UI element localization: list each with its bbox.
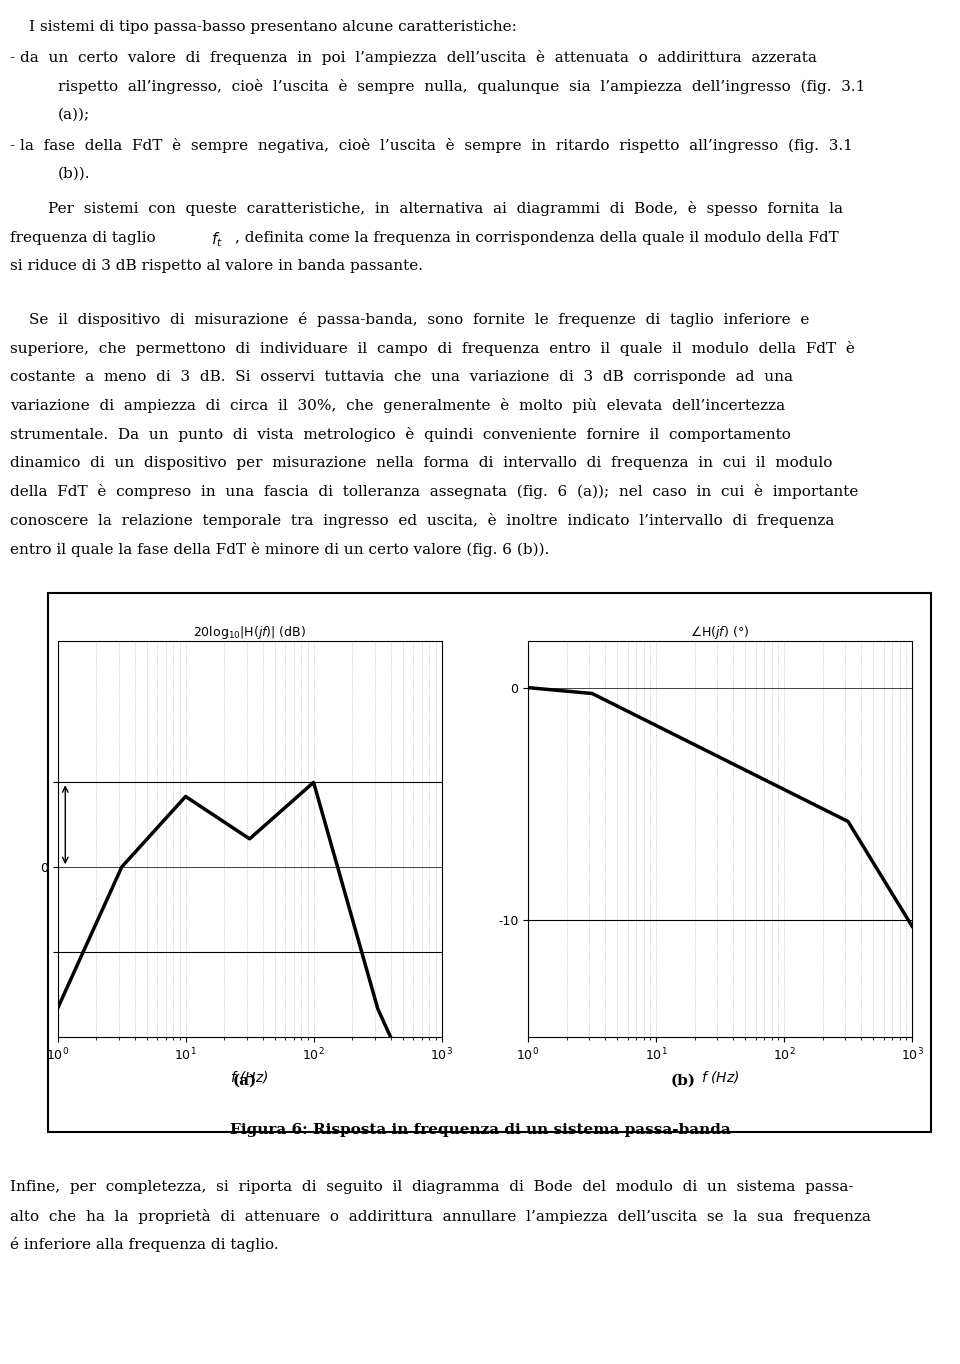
Title: 20log$_{10}$|H($jf$)| (dB): 20log$_{10}$|H($jf$)| (dB) [193, 623, 306, 641]
Text: Se  il  dispositivo  di  misurazione  é  passa-banda,  sono  fornite  le  freque: Se il dispositivo di misurazione é passa… [29, 312, 809, 327]
Text: , definita come la frequenza in corrispondenza della quale il modulo della FdT: , definita come la frequenza in corrispo… [235, 231, 839, 244]
Text: (b): (b) [671, 1073, 696, 1087]
Text: (a));: (a)); [58, 108, 89, 121]
Text: strumentale.  Da  un  punto  di  vista  metrologico  è  quindi  conveniente  for: strumentale. Da un punto di vista metrol… [10, 427, 790, 442]
Text: (b)).: (b)). [58, 166, 90, 180]
Text: variazione  di  ampiezza  di  circa  il  30%,  che  generalmente  è  molto  più : variazione di ampiezza di circa il 30%, … [10, 398, 784, 413]
Text: $f_t$: $f_t$ [211, 231, 223, 250]
Text: I sistemi di tipo passa-basso presentano alcune caratteristiche:: I sistemi di tipo passa-basso presentano… [29, 20, 516, 34]
Text: della  FdT  è  compreso  in  una  fascia  di  tolleranza  assegnata  (fig.  6  (: della FdT è compreso in una fascia di to… [10, 484, 858, 499]
X-axis label: $f$ (Hz): $f$ (Hz) [230, 1068, 269, 1084]
Text: - da  un  certo  valore  di  frequenza  in  poi  l’ampiezza  dell’uscita  è  att: - da un certo valore di frequenza in poi… [10, 50, 816, 65]
Text: - la  fase  della  FdT  è  sempre  negativa,  cioè  l’uscita  è  sempre  in  rit: - la fase della FdT è sempre negativa, c… [10, 138, 852, 153]
Text: Infine,  per  completezza,  si  riporta  di  seguito  il  diagramma  di  Bode  d: Infine, per completezza, si riporta di s… [10, 1180, 853, 1194]
Text: é inferiore alla frequenza di taglio.: é inferiore alla frequenza di taglio. [10, 1237, 278, 1252]
Text: Per  sistemi  con  queste  caratteristiche,  in  alternativa  ai  diagrammi  di : Per sistemi con queste caratteristiche, … [48, 201, 843, 216]
X-axis label: $f$ (Hz): $f$ (Hz) [701, 1068, 739, 1084]
Text: rispetto  all’ingresso,  cioè  l’uscita  è  sempre  nulla,  qualunque  sia  l’am: rispetto all’ingresso, cioè l’uscita è s… [58, 79, 865, 94]
Text: costante  a  meno  di  3  dB.  Si  osservi  tuttavia  che  una  variazione  di  : costante a meno di 3 dB. Si osservi tutt… [10, 370, 793, 383]
Text: frequenza di taglio: frequenza di taglio [10, 231, 160, 244]
Text: (a): (a) [232, 1073, 257, 1087]
Text: Figura 6: Risposta in frequenza di un sistema passa-banda: Figura 6: Risposta in frequenza di un si… [229, 1123, 731, 1136]
Text: si riduce di 3 dB rispetto al valore in banda passante.: si riduce di 3 dB rispetto al valore in … [10, 259, 422, 273]
Text: dinamico  di  un  dispositivo  per  misurazione  nella  forma  di  intervallo  d: dinamico di un dispositivo per misurazio… [10, 456, 832, 469]
Title: $\angle$H($jf$) (°): $\angle$H($jf$) (°) [690, 623, 750, 641]
Text: superiore,  che  permettono  di  individuare  il  campo  di  frequenza  entro  i: superiore, che permettono di individuare… [10, 341, 854, 356]
Text: alto  che  ha  la  proprietà  di  attenuare  o  addirittura  annullare  l’ampiez: alto che ha la proprietà di attenuare o … [10, 1209, 871, 1224]
Text: entro il quale la fase della FdT è minore di un certo valore (fig. 6 (b)).: entro il quale la fase della FdT è minor… [10, 542, 549, 557]
Text: conoscere  la  relazione  temporale  tra  ingresso  ed  uscita,  è  inoltre  ind: conoscere la relazione temporale tra ing… [10, 513, 834, 528]
